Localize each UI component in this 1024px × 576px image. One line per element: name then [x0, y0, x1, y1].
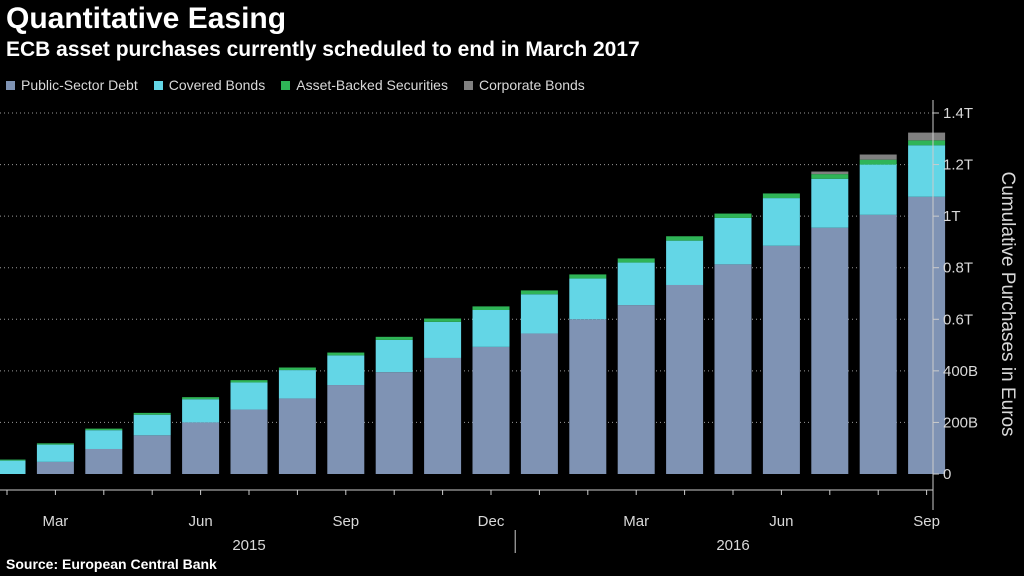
bar-segment-public-sector-debt: [472, 346, 510, 474]
x-tick-label: Jun: [189, 513, 213, 530]
bar-segment-public-sector-debt: [908, 196, 946, 474]
y-tick-label: 1.4T: [943, 105, 973, 122]
bar-segment-covered-bonds: [133, 414, 171, 436]
bar-segment-asset-backed-securities: [0, 459, 26, 461]
bar-segment-asset-backed-securities: [762, 193, 800, 199]
x-tick-label: Jun: [769, 513, 793, 530]
chart-title: Quantitative Easing: [6, 2, 287, 35]
bar-segment-asset-backed-securities: [375, 336, 413, 340]
bar-segment-covered-bonds: [908, 145, 946, 197]
legend-item-covered-bonds: Covered Bonds: [153, 77, 266, 93]
x-tick-label: Mar: [42, 513, 68, 530]
bar-segment-covered-bonds: [762, 198, 800, 246]
bar-segment-covered-bonds: [278, 370, 316, 399]
bar-segment-asset-backed-securities: [520, 290, 558, 295]
legend-swatch-public-sector: [6, 80, 15, 90]
y-tick-label: 200B: [943, 414, 978, 431]
bar-segment-covered-bonds: [36, 444, 74, 462]
bar-segment-public-sector-debt: [569, 319, 607, 474]
x-tick-label: Sep: [913, 513, 940, 530]
y-tick-label: 400B: [943, 363, 978, 380]
bar-segment-public-sector-debt: [230, 409, 268, 474]
bar-segment-public-sector-debt: [859, 214, 897, 474]
y-axis-title: Cumulative Purchases in Euros: [997, 171, 1018, 436]
bar-segment-covered-bonds: [375, 339, 413, 373]
legend-swatch-covered-bonds: [153, 80, 163, 90]
legend-label-corporate: Corporate Bonds: [478, 77, 585, 93]
bar-segment-covered-bonds: [520, 294, 558, 334]
y-tick-label: 0: [943, 466, 951, 483]
bar-segment-asset-backed-securities: [908, 140, 946, 146]
bar-segment-public-sector-debt: [762, 245, 800, 474]
bar-segment-covered-bonds: [617, 262, 655, 306]
bar-segment-covered-bonds: [714, 217, 752, 265]
bar-segment-asset-backed-securities: [859, 159, 897, 165]
bar-segment-public-sector-debt: [278, 398, 316, 474]
legend-item-abs: Asset-Backed Securities: [281, 77, 448, 93]
bar-segment-public-sector-debt: [85, 448, 123, 474]
y-tick-label: 0.6T: [943, 311, 973, 328]
x-tick-label: Dec: [478, 513, 505, 530]
bar-segment-covered-bonds: [327, 355, 365, 386]
bar-segment-public-sector-debt: [36, 461, 74, 474]
legend-label-abs: Asset-Backed Securities: [296, 77, 448, 93]
bar-segment-covered-bonds: [472, 310, 510, 347]
bar-segment-covered-bonds: [811, 178, 849, 228]
bar-segment-corporate-bonds: [908, 132, 946, 141]
bar-segment-public-sector-debt: [520, 333, 558, 474]
x-tick-label: Sep: [332, 513, 359, 530]
bar-segment-asset-backed-securities: [327, 352, 365, 356]
bar-segment-asset-backed-securities: [424, 318, 462, 322]
bar-segment-asset-backed-securities: [617, 258, 655, 263]
bar-segment-asset-backed-securities: [133, 412, 171, 415]
bar-segment-public-sector-debt: [327, 385, 365, 474]
bar-segment-covered-bonds: [85, 430, 123, 449]
bar-segment-public-sector-debt: [811, 227, 849, 474]
bar-segment-public-sector-debt: [133, 435, 171, 474]
bar-segment-corporate-bonds: [811, 171, 849, 175]
bar-segment-asset-backed-securities: [182, 397, 220, 400]
legend-label-covered-bonds: Covered Bonds: [168, 77, 266, 93]
bar-segment-public-sector-debt: [182, 422, 220, 474]
bar-segment-public-sector-debt: [424, 357, 462, 474]
bar-segment-asset-backed-securities: [278, 367, 316, 371]
bar-segment-covered-bonds: [0, 460, 26, 474]
bar-segment-asset-backed-securities: [569, 274, 607, 279]
chart-legend: Public-Sector Debt Covered Bonds Asset-B…: [6, 77, 585, 93]
bars: [0, 132, 946, 474]
bar-segment-public-sector-debt: [375, 372, 413, 474]
x-year-label: 2015: [232, 537, 265, 554]
bar-segment-covered-bonds: [230, 382, 268, 410]
bar-segment-asset-backed-securities: [472, 306, 510, 311]
bar-segment-asset-backed-securities: [714, 213, 752, 218]
axes: 0 200B 400B 0.6T 0.8T 1T 1.2T 1.4T Mar Jun Sep Dec M…: [0, 100, 978, 554]
y-tick-label: 1.2T: [943, 157, 973, 174]
bar-segment-asset-backed-securities: [36, 443, 74, 445]
bar-segment-covered-bonds: [666, 240, 704, 285]
bar-segment-covered-bonds: [182, 399, 220, 423]
bar-segment-covered-bonds: [569, 278, 607, 320]
bar-segment-public-sector-debt: [666, 284, 704, 474]
chart-subtitle: ECB asset purchases currently scheduled …: [6, 38, 640, 61]
x-year-label: 2016: [716, 537, 749, 554]
legend-swatch-corporate: [463, 80, 473, 90]
bar-segment-asset-backed-securities: [811, 174, 849, 179]
legend-item-public-sector: Public-Sector Debt: [6, 77, 138, 93]
legend-swatch-abs: [281, 80, 291, 90]
y-tick-label: 1T: [943, 208, 961, 225]
bar-segment-public-sector-debt: [714, 264, 752, 474]
bar-segment-asset-backed-securities: [666, 236, 704, 241]
y-tick-label: 0.8T: [943, 260, 973, 277]
legend-label-public-sector: Public-Sector Debt: [21, 77, 138, 93]
bar-segment-asset-backed-securities: [85, 428, 123, 431]
bar-segment-covered-bonds: [859, 164, 897, 215]
bar-segment-asset-backed-securities: [230, 380, 268, 383]
bar-segment-corporate-bonds: [859, 154, 897, 160]
x-tick-label: Mar: [623, 513, 649, 530]
source-note: Source: European Central Bank: [6, 556, 217, 572]
bar-segment-public-sector-debt: [617, 305, 655, 474]
legend-item-corporate: Corporate Bonds: [463, 77, 585, 93]
bar-segment-covered-bonds: [424, 321, 462, 358]
